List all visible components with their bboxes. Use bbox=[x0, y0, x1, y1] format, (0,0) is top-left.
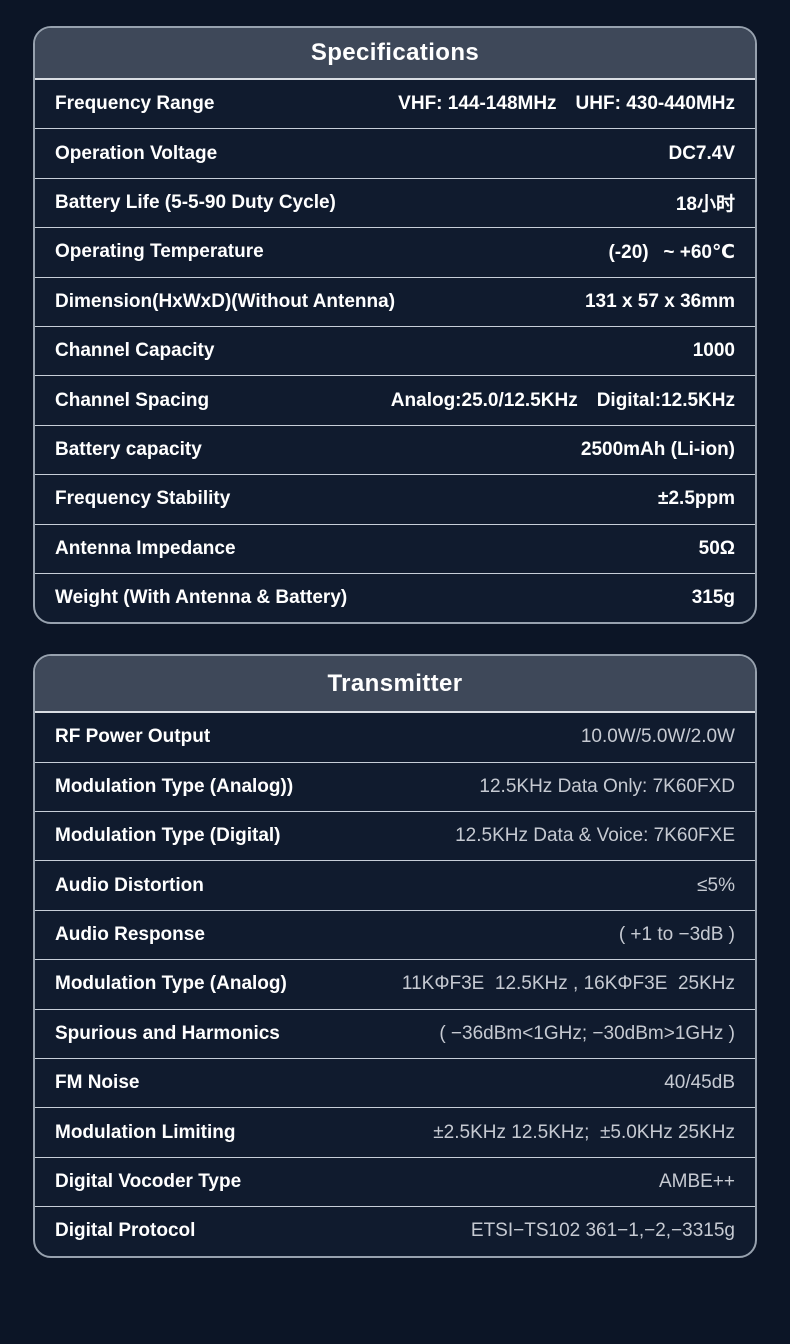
table-row: Spurious and Harmonics ( −36dBm<1GHz; −3… bbox=[35, 1010, 755, 1060]
row-label: Operation Voltage bbox=[55, 142, 218, 164]
table-row: Operating Temperature (-20) ~ +60℃ bbox=[35, 228, 755, 278]
table-row: FM Noise 40/45dB bbox=[35, 1059, 755, 1109]
row-value: AMBE++ bbox=[658, 1171, 735, 1192]
row-value: 50Ω bbox=[698, 537, 735, 559]
row-label: Modulation Limiting bbox=[55, 1121, 236, 1143]
row-label: Antenna Impedance bbox=[55, 537, 236, 559]
row-value: Analog:25.0/12.5KHz Digital:12.5KHz bbox=[390, 389, 735, 411]
specifications-title: Specifications bbox=[310, 39, 480, 66]
row-value: ( +1 to −3dB ) bbox=[618, 924, 735, 946]
row-label: Frequency Range bbox=[55, 93, 215, 115]
row-label: Modulation Type (Analog) bbox=[55, 973, 287, 995]
row-value: (-20) ~ +60℃ bbox=[608, 241, 735, 263]
row-label: Dimension(HxWxD)(Without Antenna) bbox=[55, 290, 396, 312]
table-row: Dimension(HxWxD)(Without Antenna) 131 x … bbox=[35, 278, 755, 327]
row-value: 12.5KHz Data & Voice: 7K60FXE bbox=[455, 825, 735, 847]
row-label: Operating Temperature bbox=[55, 241, 264, 263]
row-value: 11KΦF3E 12.5KHz , 16KΦF3E 25KHz bbox=[401, 973, 735, 995]
table-row: Frequency Stability ±2.5ppm bbox=[35, 475, 755, 525]
row-label: Battery Life (5-5-90 Duty Cycle) bbox=[55, 191, 336, 213]
specifications-table: Specifications Frequency Range VHF: 144-… bbox=[33, 26, 757, 625]
row-value: 1000 bbox=[692, 340, 735, 362]
row-label: Frequency Stability bbox=[55, 488, 231, 510]
table-row: Frequency Range VHF: 144-148MHz UHF: 430… bbox=[35, 80, 755, 130]
row-label: Channel Spacing bbox=[55, 389, 210, 411]
table-row: Antenna Impedance 50Ω bbox=[35, 525, 755, 574]
table-row: RF Power Output 10.0W/5.0W/2.0W bbox=[35, 713, 755, 763]
row-label: Digital Protocol bbox=[55, 1220, 196, 1242]
row-label: FM Noise bbox=[55, 1072, 140, 1094]
table-row: Channel Spacing Analog:25.0/12.5KHz Digi… bbox=[35, 376, 755, 426]
row-value: ETSI−TS102 361−1,−2,−3315g bbox=[470, 1220, 735, 1242]
row-value: VHF: 144-148MHz UHF: 430-440MHz bbox=[398, 93, 735, 115]
row-value: 40/45dB bbox=[664, 1072, 735, 1094]
table-row: Battery capacity 2500mAh (Li-ion) bbox=[35, 426, 755, 476]
row-value: 18小时 bbox=[675, 194, 735, 216]
row-value: ≤5% bbox=[697, 874, 735, 896]
row-value: 10.0W/5.0W/2.0W bbox=[580, 726, 735, 748]
row-label: Battery capacity bbox=[55, 438, 202, 460]
table-row: Modulation Type (Analog)) 12.5KHz Data O… bbox=[35, 763, 755, 813]
row-value: DC7.4V bbox=[668, 142, 735, 164]
row-value: 12.5KHz Data Only: 7K60FXD bbox=[479, 775, 735, 797]
transmitter-table: Transmitter RF Power Output 10.0W/5.0W/2… bbox=[33, 654, 757, 1258]
row-label: Modulation Type (Digital) bbox=[55, 825, 281, 847]
row-label: Weight (With Antenna & Battery) bbox=[55, 587, 348, 609]
table-row: Modulation Type (Digital) 12.5KHz Data &… bbox=[35, 812, 755, 862]
specifications-table-header: Specifications bbox=[35, 28, 755, 80]
table-row: Battery Life (5-5-90 Duty Cycle) 18小时 bbox=[35, 179, 755, 229]
transmitter-title: Transmitter bbox=[327, 669, 463, 697]
row-value: ±2.5KHz 12.5KHz; ±5.0KHz 25KHz bbox=[433, 1121, 735, 1143]
table-row: Digital Vocoder Type AMBE++ bbox=[35, 1158, 755, 1208]
row-value: 131 x 57 x 36mm bbox=[584, 290, 735, 312]
transmitter-table-header: Transmitter bbox=[35, 656, 755, 714]
row-label: Channel Capacity bbox=[55, 340, 215, 362]
table-row: Channel Capacity 1000 bbox=[35, 327, 755, 377]
table-row: Operation Voltage DC7.4V bbox=[35, 129, 755, 179]
row-label: Spurious and Harmonics bbox=[55, 1022, 280, 1044]
row-value: 2500mAh (Li-ion) bbox=[580, 438, 735, 460]
table-row: Audio Response ( +1 to −3dB ) bbox=[35, 911, 755, 961]
table-row: Audio Distortion ≤5% bbox=[35, 861, 755, 911]
table-row: Modulation Type (Analog) 11KΦF3E 12.5KHz… bbox=[35, 960, 755, 1010]
row-value: ( −36dBm<1GHz; −30dBm>1GHz ) bbox=[439, 1022, 735, 1044]
row-label: Audio Distortion bbox=[55, 874, 204, 896]
row-value: 315g bbox=[691, 587, 735, 609]
row-label: Modulation Type (Analog)) bbox=[55, 775, 294, 797]
row-label: Digital Vocoder Type bbox=[55, 1171, 242, 1192]
table-row: Modulation Limiting ±2.5KHz 12.5KHz; ±5.… bbox=[35, 1108, 755, 1158]
row-label: RF Power Output bbox=[55, 726, 211, 748]
table-row: Digital Protocol ETSI−TS102 361−1,−2,−33… bbox=[35, 1207, 755, 1255]
row-label: Audio Response bbox=[55, 924, 205, 946]
table-row: Weight (With Antenna & Battery) 315g bbox=[35, 574, 755, 622]
row-value: ±2.5ppm bbox=[658, 488, 735, 510]
